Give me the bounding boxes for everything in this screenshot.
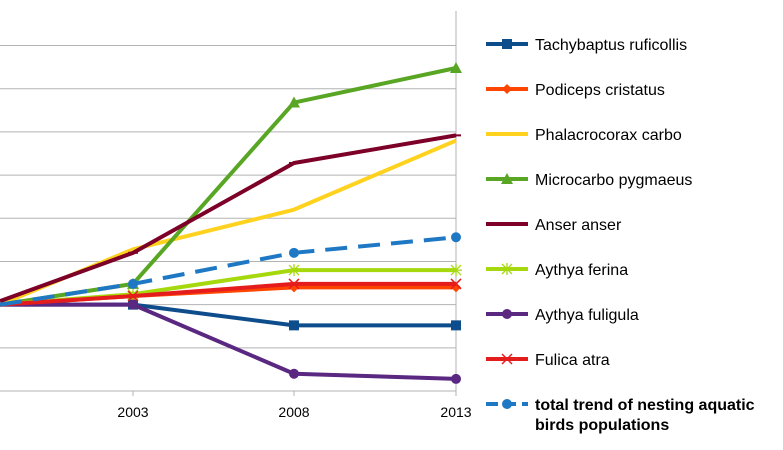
legend[interactable]: Tachybaptus ruficollis Podiceps cristatus…	[486, 37, 755, 434]
data-point	[450, 264, 462, 277]
legend-item-8[interactable]: total trend of nesting aquatic birds popu…	[486, 397, 755, 434]
x-tick-label: 2013	[440, 404, 471, 420]
legend-label: Fulica atra	[535, 352, 610, 369]
x-tick-label: 2008	[278, 404, 309, 420]
data-point	[502, 399, 512, 409]
legend-label: Microcarbo pygmaeus	[535, 172, 692, 189]
data-point	[128, 299, 138, 310]
series-lines	[0, 62, 462, 384]
data-point	[501, 353, 513, 365]
legend-label: Podiceps cristatus	[535, 82, 665, 99]
data-point	[288, 278, 300, 290]
data-point	[451, 232, 461, 243]
legend-item-3[interactable]: Microcarbo pygmaeus	[486, 172, 692, 189]
legend-label: Tachybaptus ruficollis	[535, 37, 687, 54]
x-tick-labels: 2003 2008 2013	[117, 391, 472, 420]
legend-label: total trend of nesting aquatic birds popu…	[535, 397, 755, 434]
legend-item-4[interactable]: Anser anser	[486, 217, 622, 234]
series-4	[0, 133, 461, 304]
data-point	[502, 309, 512, 319]
series-line	[0, 281, 456, 307]
data-point	[502, 39, 512, 49]
x-tick-label: 2003	[117, 404, 148, 420]
gridlines	[0, 45, 456, 349]
series-line	[0, 302, 456, 328]
data-point	[451, 373, 461, 384]
data-point	[450, 62, 462, 73]
data-point	[289, 320, 299, 331]
legend-item-1[interactable]: Podiceps cristatus	[486, 82, 665, 99]
legend-item-6[interactable]: Aythya fuligula	[486, 307, 639, 324]
legend-item-7[interactable]: Fulica atra	[486, 352, 610, 369]
data-point	[289, 247, 299, 258]
series-line	[0, 302, 457, 381]
data-point	[451, 320, 461, 331]
data-point	[501, 173, 513, 184]
data-point	[289, 368, 299, 379]
series-line	[0, 235, 457, 307]
legend-item-5[interactable]: Aythya ferina	[486, 262, 628, 279]
series-8	[0, 232, 461, 307]
legend-label: Aythya fuligula	[535, 307, 639, 324]
data-point	[128, 278, 138, 289]
legend-label: Aythya ferina	[535, 262, 628, 279]
legend-item-0[interactable]: Tachybaptus ruficollis	[486, 37, 687, 54]
legend-label: Phalacrocorax carbo	[535, 127, 682, 144]
data-point	[501, 263, 513, 275]
series-line	[0, 133, 457, 304]
data-point	[450, 278, 462, 290]
data-point	[127, 290, 139, 302]
legend-item-2[interactable]: Phalacrocorax carbo	[486, 127, 682, 144]
series-6	[0, 299, 461, 384]
data-point	[288, 96, 300, 108]
data-point	[288, 264, 300, 277]
series-7	[0, 278, 462, 307]
legend-label: Anser anser	[535, 217, 622, 234]
data-point	[502, 84, 512, 94]
